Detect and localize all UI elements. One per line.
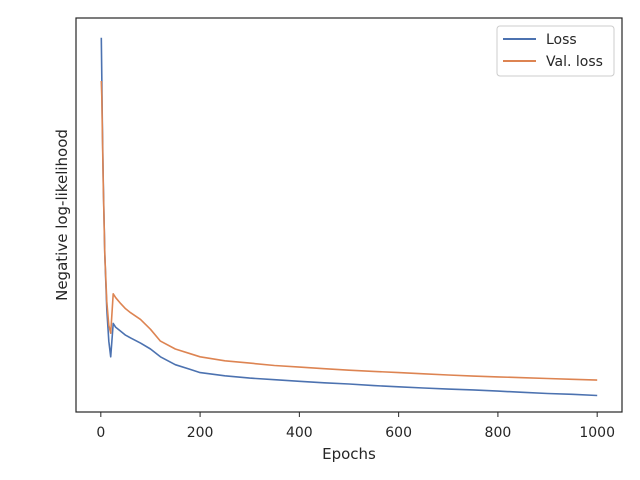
y-axis-label: Negative log-likelihood bbox=[53, 129, 71, 301]
series-line-val-loss bbox=[100, 80, 598, 381]
x-axis-ticks: 0 200 400 600 800 1000 bbox=[96, 412, 615, 441]
legend-label-loss: Loss bbox=[546, 32, 577, 48]
series-line-loss bbox=[100, 37, 598, 397]
series-layer bbox=[100, 37, 598, 397]
x-tick-label: 200 bbox=[187, 425, 214, 441]
legend-label-val-loss: Val. loss bbox=[546, 54, 603, 70]
x-tick-label: 800 bbox=[485, 425, 512, 441]
x-tick-label: 400 bbox=[286, 425, 313, 441]
x-tick-label: 600 bbox=[385, 425, 412, 441]
plot-frame bbox=[75, 17, 623, 413]
x-tick-label: 1000 bbox=[579, 425, 615, 441]
x-tick-label: 0 bbox=[96, 425, 105, 441]
x-axis-label: Epochs bbox=[322, 445, 376, 463]
legend: Loss Val. loss bbox=[496, 25, 615, 77]
